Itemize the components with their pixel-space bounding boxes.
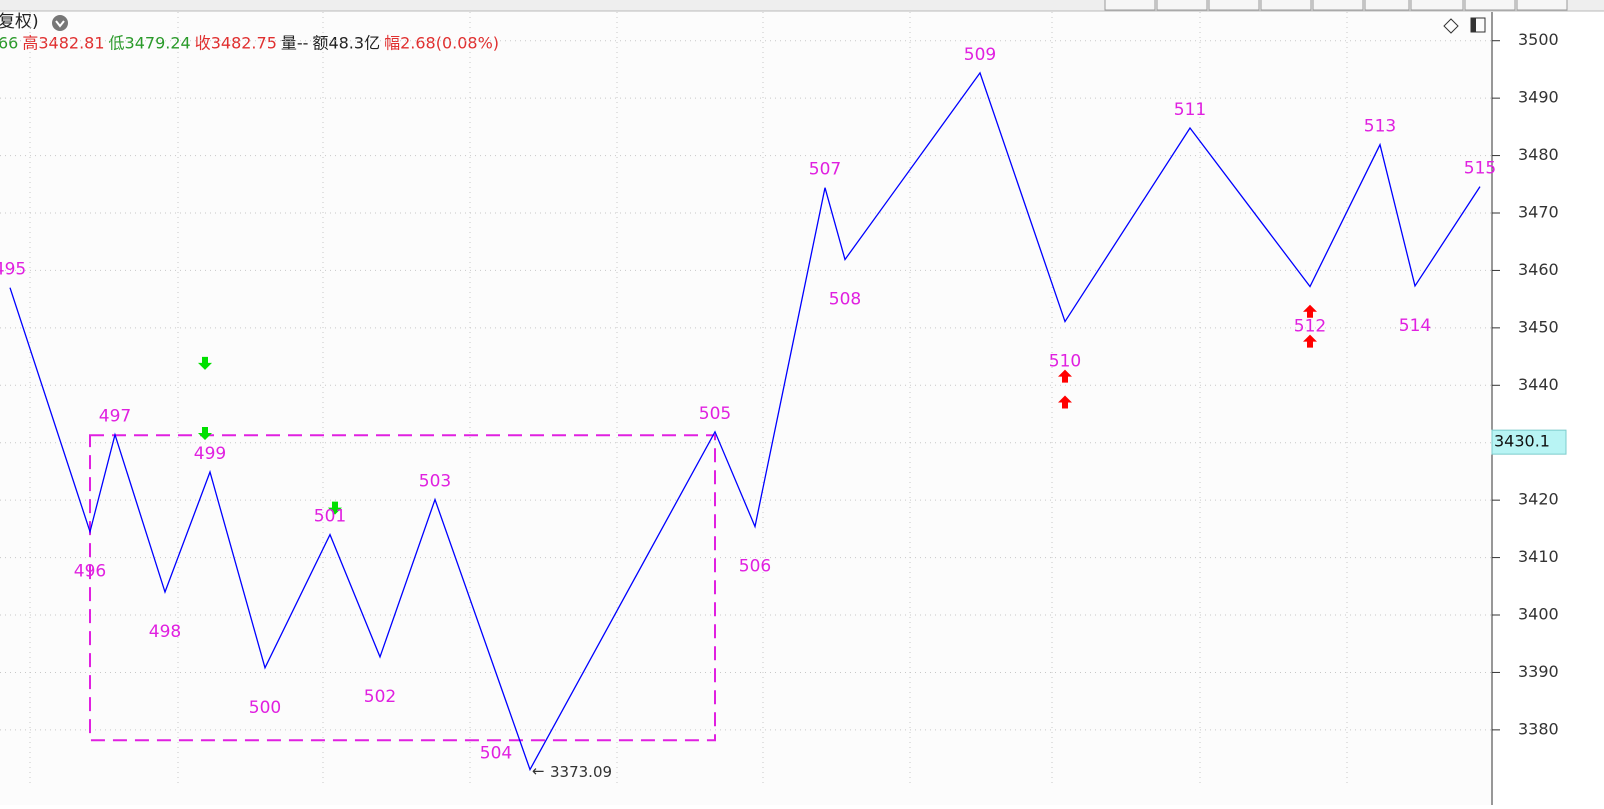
pivot-label: 514: [1399, 316, 1431, 336]
range-box: [89, 434, 716, 742]
low-price-label: 3373.09: [550, 763, 612, 781]
buy-arrow: [1303, 304, 1317, 318]
tab[interactable]: [1104, 0, 1156, 11]
pivot-label: 499: [194, 444, 226, 464]
pivot-label: 504: [480, 744, 512, 764]
y-tick-label: 3410: [1518, 547, 1559, 566]
pivot-label: 496: [74, 562, 106, 582]
tab[interactable]: [1156, 0, 1208, 11]
last-price-tag: [1491, 429, 1567, 455]
y-tick-label: 3380: [1518, 719, 1559, 738]
panel-icon-fill: [1471, 18, 1476, 32]
pivot-label: 498: [149, 622, 181, 642]
header-item: 66: [0, 34, 18, 53]
mode-menu-icon[interactable]: [52, 15, 68, 31]
pivot-label: 497: [99, 407, 131, 427]
buy-arrow: [1058, 395, 1072, 409]
header-item: 收3482.75: [195, 34, 277, 53]
pivot-label: 508: [829, 290, 861, 310]
top-toolbar: [0, 0, 1604, 11]
y-tick-label: 3400: [1518, 605, 1559, 624]
pivot-label: 506: [739, 557, 771, 577]
y-tick-label: 3440: [1518, 375, 1559, 394]
pivot-label: 515: [1464, 159, 1496, 179]
y-tick-label: 3420: [1518, 490, 1559, 509]
header-item: 低3479.24: [109, 34, 191, 53]
tab[interactable]: [1260, 0, 1312, 11]
pivot-label: 510: [1049, 352, 1081, 372]
last-price-label: 3430.1: [1494, 432, 1550, 451]
mode-menu-chevron: [55, 20, 65, 28]
y-tick-label: 3480: [1518, 145, 1559, 164]
tab[interactable]: [1312, 0, 1364, 11]
pivot-label: 511: [1174, 100, 1206, 120]
y-tick-label: 3390: [1518, 662, 1559, 681]
sell-arrow: [198, 356, 212, 370]
y-tick-label: 3460: [1518, 260, 1559, 279]
pivot-label: 502: [364, 687, 396, 707]
header-item: 高3482.81: [22, 34, 104, 53]
header-item: 额48.3亿: [312, 34, 380, 53]
tab[interactable]: [1364, 0, 1410, 11]
y-tick-label: 3500: [1518, 30, 1559, 49]
pivot-label: 509: [964, 45, 996, 65]
pivot-label: 500: [249, 698, 281, 718]
y-tick-label: 3490: [1518, 88, 1559, 107]
buy-arrow: [1058, 369, 1072, 383]
sell-arrow: [198, 426, 212, 440]
mode-label: 复权): [0, 12, 39, 32]
pivot-label: 513: [1364, 117, 1396, 137]
pivot-label: 505: [699, 404, 731, 424]
pivot-label: 512: [1294, 317, 1326, 337]
zigzag-line: [9, 71, 1481, 772]
tab[interactable]: [1516, 0, 1568, 11]
pivot-label: 507: [809, 160, 841, 180]
axis-panel: [1493, 12, 1604, 805]
pivot-label: 495: [0, 260, 26, 280]
buy-arrow: [1303, 334, 1317, 348]
header-item: 幅2.68(0.08%): [384, 34, 499, 53]
tab[interactable]: [1208, 0, 1260, 11]
header-item: 量--: [281, 34, 309, 53]
sell-arrow: [328, 501, 342, 515]
pivot-label: 503: [419, 472, 451, 492]
tab[interactable]: [1464, 0, 1516, 11]
tab[interactable]: [1410, 0, 1464, 11]
toolbar-tabs[interactable]: [1104, 0, 1568, 11]
y-tick-label: 3470: [1518, 203, 1559, 222]
diamond-icon[interactable]: [1443, 18, 1459, 34]
y-tick-label: 3450: [1518, 317, 1559, 336]
pivot-label: 501: [314, 507, 346, 527]
low-arrow: ←: [532, 762, 545, 780]
